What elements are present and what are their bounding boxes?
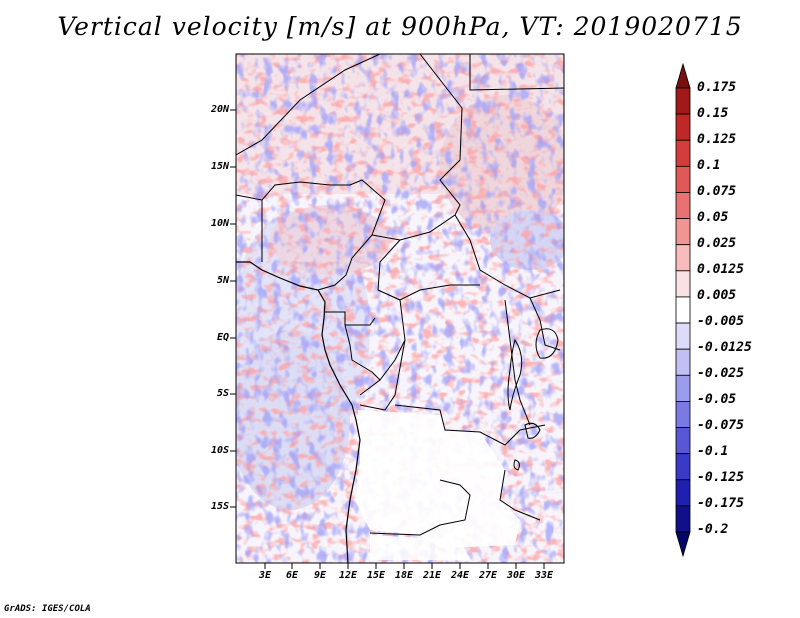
colorbar-label: 0.1 [697, 158, 721, 173]
colorbar-label: -0.175 [697, 496, 744, 511]
colorbar-segment [675, 401, 691, 428]
colorbar-label: 0.125 [697, 132, 737, 147]
map-frame [235, 53, 565, 564]
colorbar-label: 0.0125 [697, 262, 744, 277]
lon-label: 24E [450, 570, 470, 581]
lon-label: 3E [258, 570, 272, 581]
colorbar-label: -0.025 [697, 366, 744, 381]
colorbar-segment [675, 270, 691, 298]
coastline [236, 261, 361, 563]
colorbar-label: -0.125 [697, 470, 744, 485]
colorbar-segment [675, 479, 691, 507]
colorbar-label: -0.1 [697, 444, 729, 459]
colorbar-label: -0.075 [697, 418, 744, 433]
colorbar-label: 0.005 [697, 288, 737, 303]
lon-label: 18E [394, 570, 414, 581]
country-borders [236, 54, 564, 536]
colorbar-segment [675, 348, 691, 376]
colorbar-segment [675, 139, 691, 167]
colorbar-label: 0.175 [697, 80, 737, 95]
colorbar-segment [675, 244, 691, 272]
colorbar-label: -0.0125 [697, 340, 752, 355]
lon-label: 9E [313, 570, 327, 581]
lat-label: 10N [210, 218, 229, 229]
lat-label: 10S [210, 445, 229, 456]
lon-label: 30E [506, 570, 526, 581]
colorbar-label: -0.05 [697, 392, 737, 407]
colorbar-label: 0.05 [697, 210, 729, 225]
lat-label: 15N [210, 161, 229, 172]
lon-label: 21E [422, 570, 442, 581]
colorbar-segment [675, 165, 691, 193]
lat-label: 20N [210, 104, 229, 115]
lakes [507, 328, 559, 471]
colorbar [675, 62, 691, 558]
lon-label: 27E [478, 570, 498, 581]
colorbar-label: -0.005 [697, 314, 744, 329]
lat-label: EQ [216, 332, 229, 343]
latitude-ticks [230, 109, 236, 508]
colorbar-label: -0.2 [697, 522, 729, 537]
colorbar-segment [675, 218, 691, 246]
colorbar-bottom-arrow [675, 531, 691, 558]
map-title: Vertical velocity [m/s] at 900hPa, VT: 2… [57, 12, 743, 41]
longitude-ticks [264, 563, 545, 569]
colorbar-segment [675, 322, 691, 350]
colorbar-segment [675, 374, 691, 402]
lon-label: 15E [366, 570, 386, 581]
colorbar-segment [675, 505, 691, 533]
colorbar-top-arrow [675, 62, 691, 89]
lat-label: 5S [216, 388, 229, 399]
colorbar-segment [675, 113, 691, 141]
lat-label: 5N [216, 275, 229, 286]
lat-label: 15S [210, 501, 229, 512]
lon-label: 33E [534, 570, 554, 581]
credit-text: GrADS: IGES/COLA [4, 604, 91, 614]
velocity-field [236, 54, 564, 563]
colorbar-label: 0.075 [697, 184, 737, 199]
colorbar-label: 0.15 [697, 106, 729, 121]
lon-label: 12E [338, 570, 358, 581]
colorbar-segment [675, 192, 691, 219]
colorbar-segment [675, 453, 691, 481]
colorbar-segment [675, 427, 691, 455]
colorbar-label: 0.025 [697, 236, 737, 251]
colorbar-segment [675, 296, 691, 324]
lon-label: 6E [285, 570, 299, 581]
colorbar-segment [675, 87, 691, 115]
